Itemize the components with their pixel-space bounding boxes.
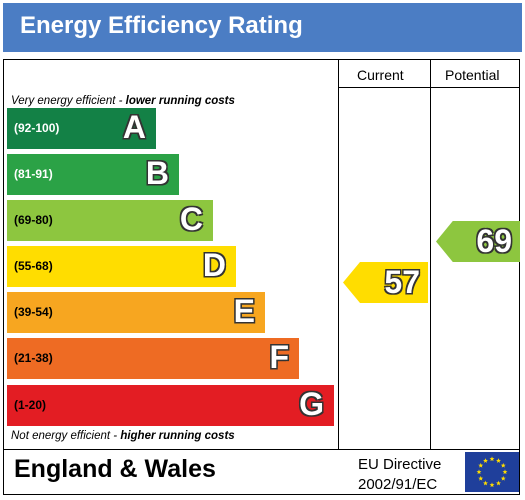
header-bar: Energy Efficiency Rating (3, 3, 522, 52)
flag-star (496, 480, 501, 486)
rating-table: Current Potential Very energy efficient … (3, 59, 520, 495)
band-letter: C (179, 201, 203, 237)
page-title: Energy Efficiency Rating (20, 12, 303, 39)
flag-star (500, 462, 506, 468)
band-f: (21-38) F (7, 338, 299, 379)
current-rating-value: 57 (384, 264, 420, 300)
flag-star (483, 480, 488, 486)
band-a: (92-100) A (7, 108, 156, 149)
flag-star (476, 469, 482, 475)
potential-arrow-shape (436, 221, 520, 262)
band-range-label: (39-54) (14, 305, 53, 319)
region-label: England & Wales (14, 455, 216, 483)
band-g: (1-20) G (7, 385, 334, 426)
bottom-caption: Not energy efficient - higher running co… (11, 430, 235, 442)
band-letter: D (202, 247, 226, 283)
band-d: (55-68) D (7, 246, 236, 287)
current-column-header: Current (357, 67, 404, 83)
directive-line-2: 2002/91/EC (358, 476, 438, 493)
top-caption: Very energy efficient - lower running co… (11, 95, 235, 107)
eu-flag-icon (465, 452, 519, 492)
column-divider-potential (430, 60, 431, 450)
potential-rating-arrow: 69 (436, 221, 520, 262)
flag-star (500, 475, 506, 481)
footer-divider (4, 449, 519, 450)
flag-star (496, 458, 501, 463)
eu-directive: EU Directive 2002/91/EC (358, 455, 441, 495)
current-rating-arrow: 57 (343, 262, 428, 303)
column-divider-current (338, 60, 339, 450)
band-letter: A (122, 109, 146, 145)
flag-star (489, 456, 495, 462)
band-letter: G (299, 386, 324, 422)
flag-star (502, 469, 508, 475)
flag-star (478, 475, 484, 481)
current-arrow-shape (343, 262, 428, 303)
band-letter: F (269, 339, 289, 375)
band-range-label: (1-20) (14, 398, 47, 412)
band-range-label: (69-80) (14, 213, 53, 227)
flag-star (478, 462, 484, 468)
band-b: (81-91) B (7, 154, 179, 195)
directive-line-1: EU Directive (358, 456, 442, 473)
band-e: (39-54) E (7, 292, 265, 333)
band-letter: E (233, 293, 255, 329)
band-letter: B (145, 155, 169, 191)
flag-star (489, 482, 495, 488)
band-range-label: (55-68) (14, 259, 53, 273)
potential-column-header: Potential (445, 67, 500, 83)
band-range-label: (81-91) (14, 167, 53, 181)
band-range-label: (92-100) (14, 121, 60, 135)
band-c: (69-80) C (7, 200, 213, 241)
flag-star (483, 458, 488, 463)
band-range-label: (21-38) (14, 351, 53, 365)
potential-rating-value: 69 (476, 223, 512, 259)
column-header-divider (338, 87, 520, 88)
